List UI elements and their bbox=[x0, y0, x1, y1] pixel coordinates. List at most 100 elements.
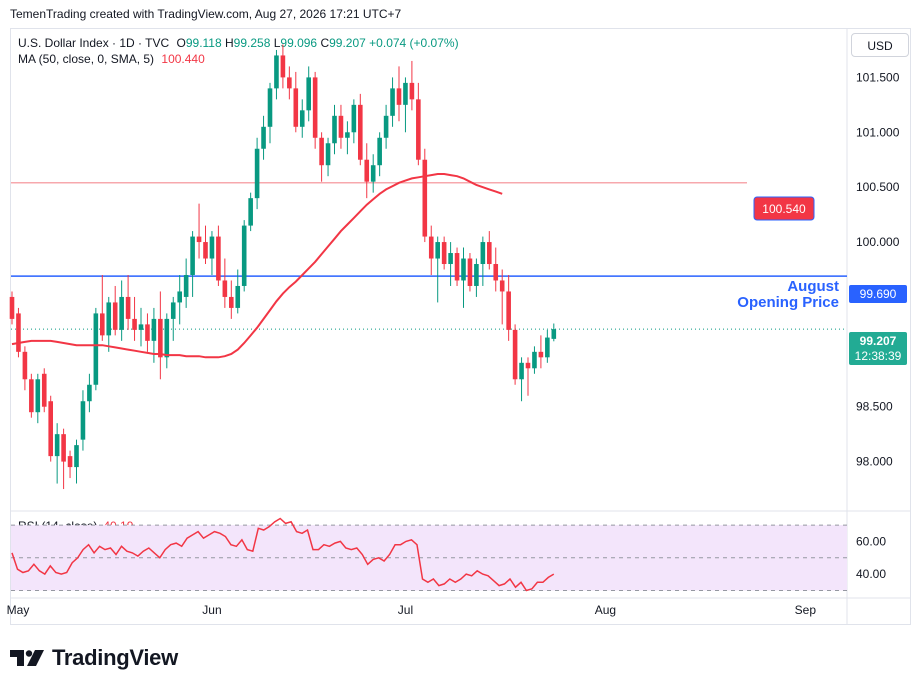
candle-body bbox=[87, 384, 92, 402]
candle-body bbox=[16, 313, 21, 352]
candle-body bbox=[299, 110, 305, 127]
symbol-legend: U.S. Dollar Index · 1D · TVC O99.118 H99… bbox=[18, 36, 459, 50]
time-tick-label: Jul bbox=[398, 603, 413, 617]
open-label: O bbox=[176, 36, 186, 50]
candle-body bbox=[235, 285, 241, 308]
candle-body bbox=[241, 225, 247, 286]
candle-body bbox=[499, 280, 505, 292]
candle-body bbox=[177, 291, 182, 303]
symbol-title[interactable]: U.S. Dollar Index · 1D · TVC bbox=[18, 36, 170, 50]
annotation-line1[interactable]: August bbox=[787, 278, 839, 295]
candle-body bbox=[48, 401, 53, 457]
tradingview-wordmark: TradingView bbox=[52, 645, 178, 670]
candle-body bbox=[183, 274, 189, 297]
candle-body bbox=[525, 362, 531, 369]
rsi-tick-label: 40.00 bbox=[856, 567, 886, 581]
last-price-badge bbox=[849, 332, 907, 365]
candle-body bbox=[54, 434, 60, 457]
candle-body bbox=[383, 115, 389, 138]
candle-body bbox=[422, 159, 428, 237]
ma-value: 100.440 bbox=[161, 52, 205, 66]
last-price-label: 99.207 bbox=[860, 334, 897, 348]
candle-body bbox=[261, 126, 266, 149]
time-tick-label: May bbox=[7, 603, 30, 617]
tradingview-icon bbox=[10, 650, 44, 666]
candle-body bbox=[519, 362, 524, 380]
candle-body bbox=[112, 302, 118, 330]
countdown-label: 12:38:39 bbox=[855, 349, 902, 363]
candle-body bbox=[158, 318, 163, 358]
annotation-line2[interactable]: Opening Price bbox=[737, 294, 839, 311]
time-tick-label: Sep bbox=[795, 603, 817, 617]
candle-body bbox=[409, 82, 415, 100]
rsi-tick-label: 60.00 bbox=[856, 534, 886, 548]
ma-label[interactable]: MA (50, close, 0, SMA, 5) bbox=[18, 52, 155, 66]
ma-price-badge[interactable] bbox=[753, 196, 815, 221]
currency-button[interactable]: USD bbox=[851, 33, 909, 57]
candle-body bbox=[274, 55, 279, 89]
candle-body bbox=[164, 318, 170, 358]
chart-frame bbox=[10, 28, 911, 625]
candle-body bbox=[100, 313, 105, 336]
price-tick-label: 98.500 bbox=[856, 400, 893, 414]
candle-body bbox=[170, 302, 176, 319]
candle-body bbox=[106, 302, 112, 336]
candle-body bbox=[487, 242, 492, 265]
candle-body bbox=[222, 280, 228, 297]
candle-body bbox=[545, 337, 550, 358]
candle-body bbox=[132, 318, 137, 330]
candle-body bbox=[61, 434, 66, 462]
high-value: 99.258 bbox=[233, 36, 271, 50]
candle-body bbox=[403, 82, 408, 105]
rsi-line bbox=[11, 517, 555, 592]
candle-body bbox=[332, 115, 337, 144]
candle-body bbox=[396, 88, 402, 105]
time-axis: May Jun Jul Aug Sep bbox=[7, 603, 817, 617]
candle-body bbox=[306, 77, 311, 111]
time-tick-label: Aug bbox=[595, 603, 616, 617]
candle-body bbox=[267, 88, 273, 127]
candle-body bbox=[493, 264, 499, 281]
price-tick-label: 101.000 bbox=[856, 125, 900, 139]
candle-body bbox=[461, 258, 466, 281]
chart-credit: TemenTrading created with TradingView.co… bbox=[10, 7, 402, 21]
candle-body bbox=[248, 198, 253, 226]
august-open-badge bbox=[849, 285, 907, 303]
candle-body bbox=[538, 351, 544, 358]
candle-body bbox=[254, 148, 260, 199]
candle-body bbox=[145, 324, 150, 341]
candle-body bbox=[125, 296, 131, 319]
low-value: 99.096 bbox=[280, 36, 318, 50]
candle-body bbox=[480, 242, 486, 265]
candle-body bbox=[351, 104, 357, 133]
candle-body bbox=[138, 324, 144, 330]
candle-body bbox=[435, 242, 440, 259]
candle-body bbox=[441, 242, 447, 265]
rsi-axis: 40.00 60.00 bbox=[856, 534, 886, 581]
candle-body bbox=[35, 379, 41, 413]
candle-body bbox=[506, 291, 511, 330]
candle-body bbox=[119, 296, 124, 330]
candle-body bbox=[229, 296, 234, 308]
candle-body bbox=[364, 159, 370, 182]
candle-body bbox=[532, 351, 537, 369]
candle-body bbox=[512, 329, 518, 380]
price-tick-label: 100.500 bbox=[856, 180, 900, 194]
candle-body bbox=[312, 77, 318, 138]
ma-price-badge-label: 100.540 bbox=[762, 202, 806, 216]
candle-body bbox=[151, 318, 157, 341]
candle-body bbox=[428, 236, 434, 259]
candle-body bbox=[22, 351, 28, 380]
candle-body bbox=[338, 115, 344, 138]
candle-body bbox=[74, 445, 79, 468]
candle-body bbox=[9, 296, 15, 319]
candle-body bbox=[190, 236, 195, 275]
candle-body bbox=[203, 242, 208, 259]
candle-body bbox=[93, 313, 99, 385]
tradingview-logo[interactable]: TradingView bbox=[10, 644, 178, 672]
candle-body bbox=[345, 132, 350, 138]
ma-line bbox=[11, 173, 503, 359]
candle-body bbox=[325, 143, 331, 166]
candle-body bbox=[416, 99, 421, 160]
